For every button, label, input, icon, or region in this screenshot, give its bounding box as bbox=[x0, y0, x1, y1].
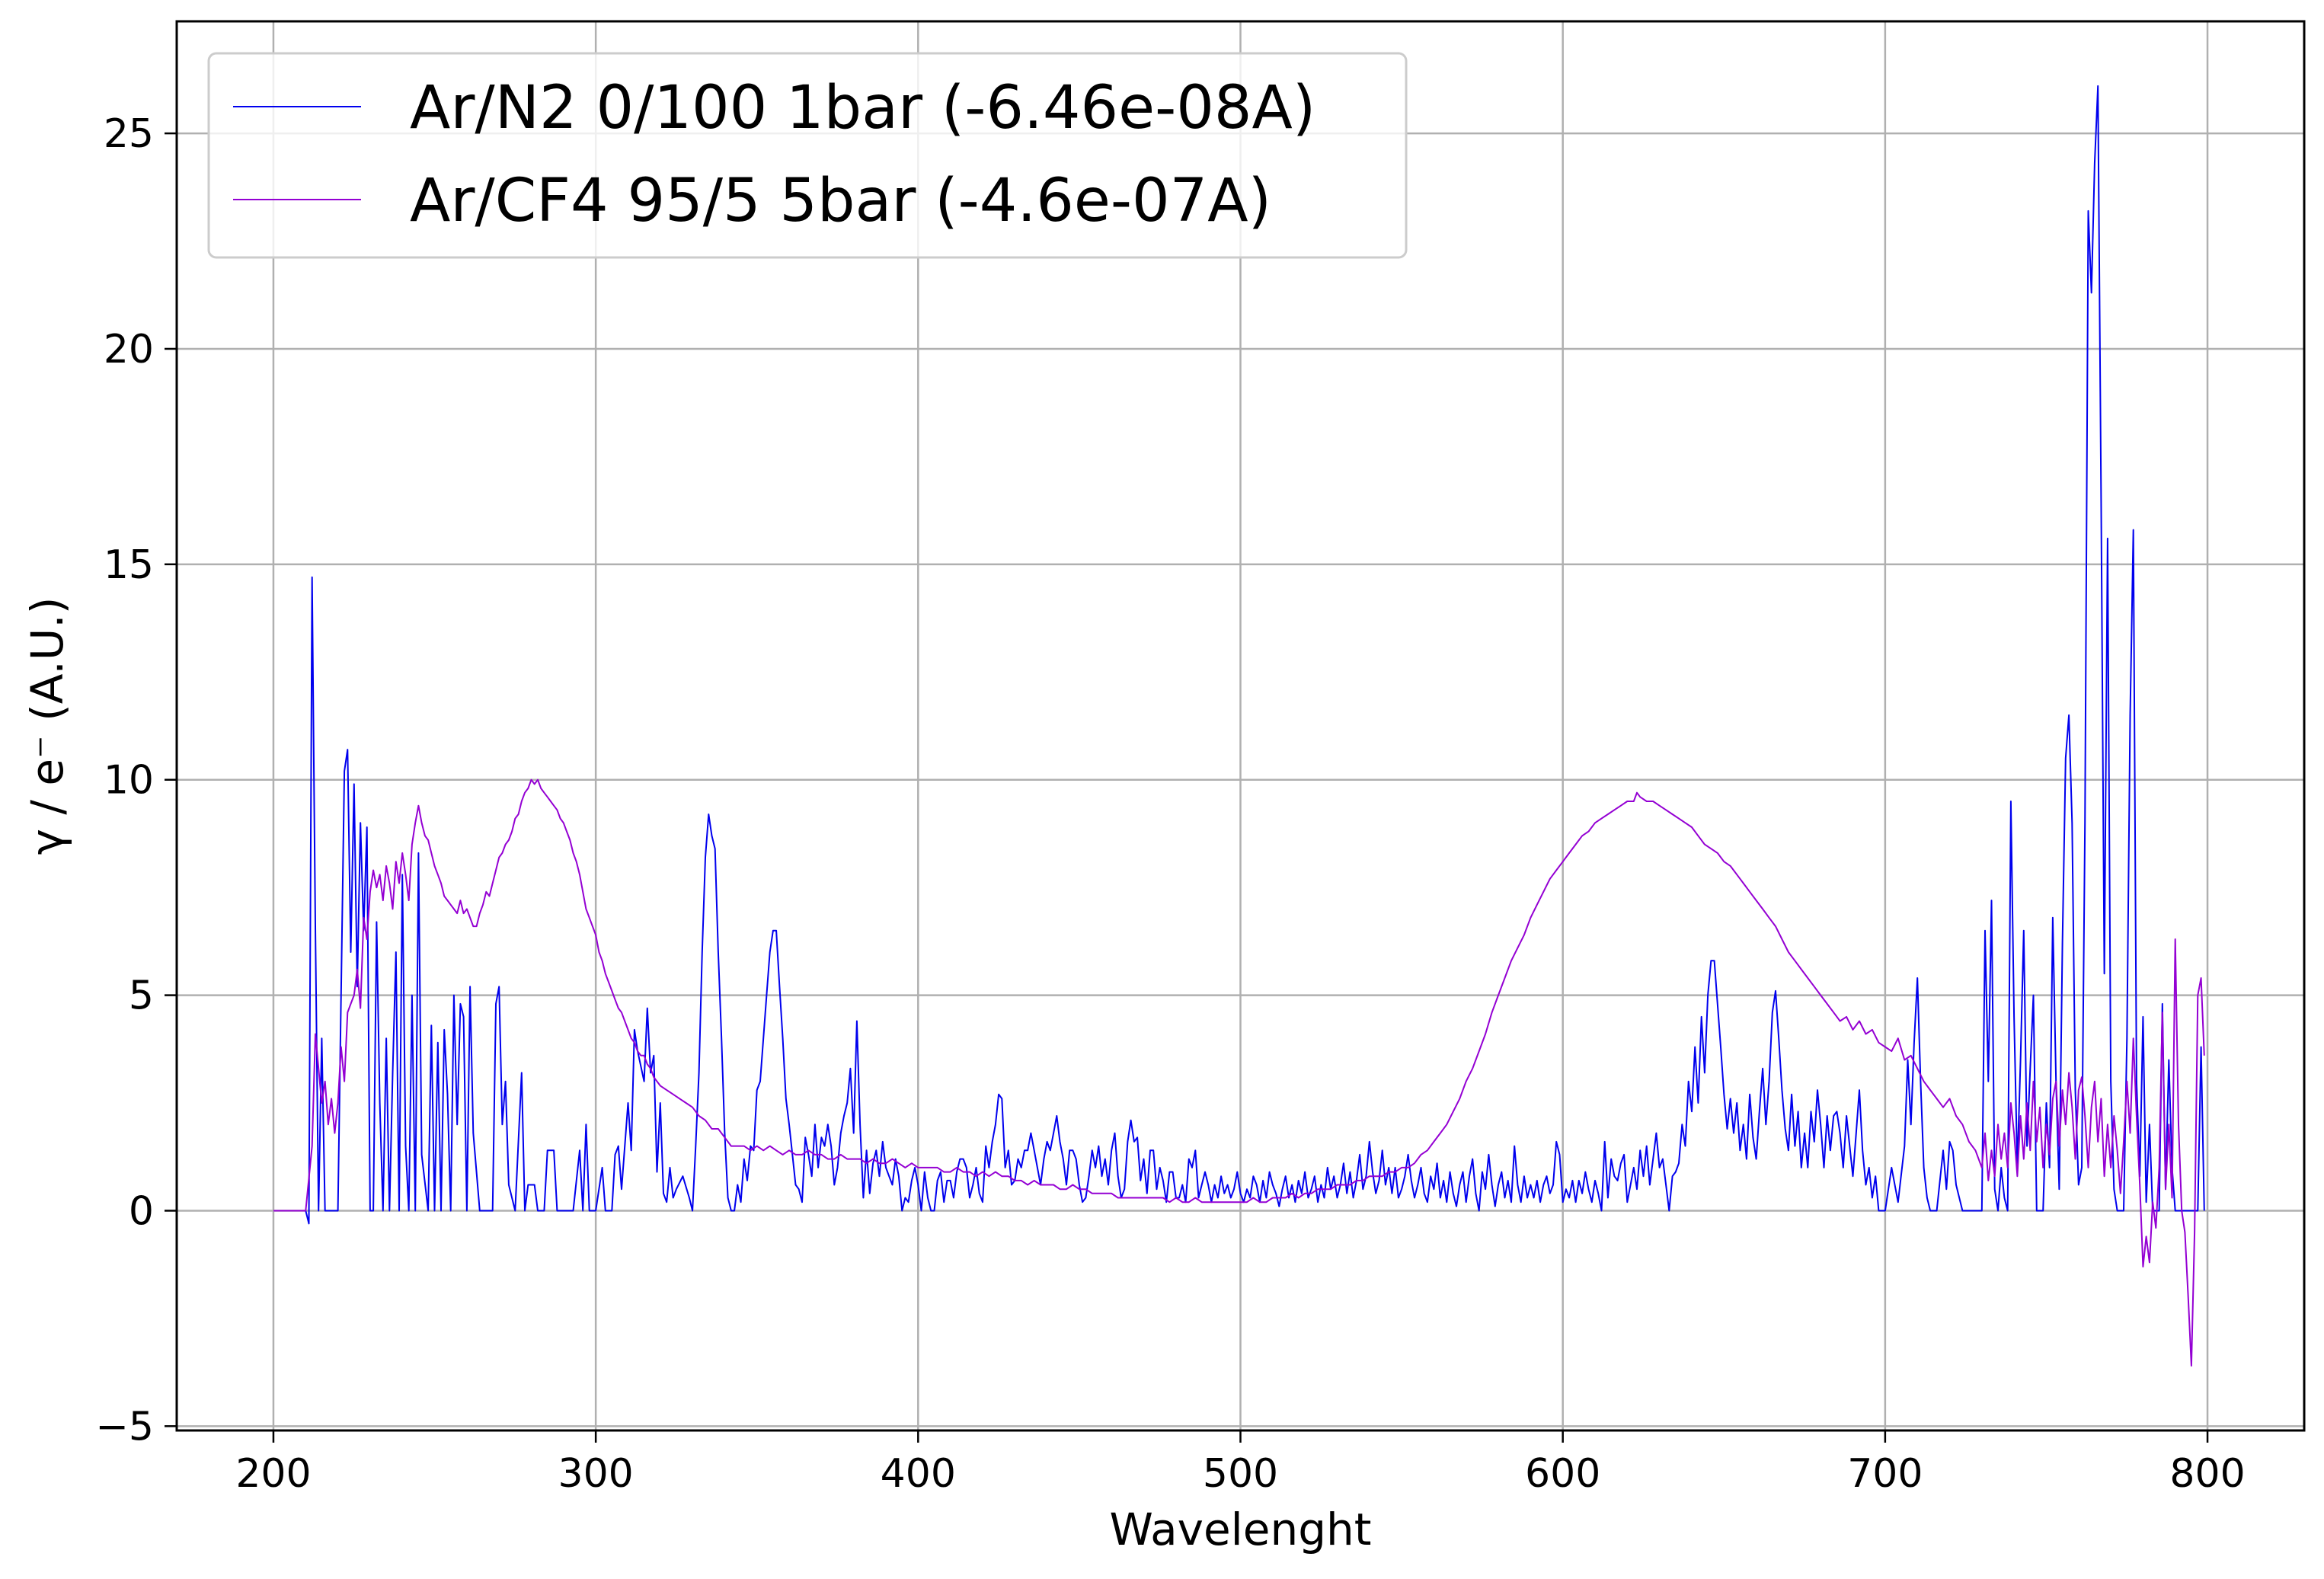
x-axis-title: Wavelenght bbox=[1109, 1504, 1371, 1555]
series-lines bbox=[273, 85, 2205, 1367]
axis-ticks: 200 300 400 500 600 700 800 −5 0 5 10 15 20 25 bbox=[95, 111, 2245, 1497]
y-tick-label: 15 bbox=[104, 542, 154, 588]
x-tick-label: 300 bbox=[558, 1451, 634, 1497]
y-tick-label: 5 bbox=[129, 973, 154, 1019]
x-tick-label: 400 bbox=[881, 1451, 956, 1497]
legend-label-ar-n2: Ar/N2 0/100 1bar (-6.46e-08A) bbox=[410, 74, 1315, 142]
x-tick-label: 600 bbox=[1525, 1451, 1600, 1497]
series-line-1 bbox=[273, 778, 2205, 1367]
x-tick-label: 500 bbox=[1203, 1451, 1278, 1497]
x-tick-label: 200 bbox=[235, 1451, 311, 1497]
legend-box bbox=[207, 52, 1408, 259]
y-tick-label: 0 bbox=[129, 1188, 154, 1234]
y-axis-title: γ / e⁻ (A.U.) bbox=[21, 597, 73, 855]
x-tick-label: 800 bbox=[2169, 1451, 2245, 1497]
series-line-0 bbox=[273, 85, 2205, 1225]
y-tick-label: 25 bbox=[104, 111, 154, 157]
y-tick-label: 10 bbox=[104, 758, 154, 804]
y-tick-label: 20 bbox=[104, 327, 154, 372]
legend-label-ar-cf4: Ar/CF4 95/5 5bar (-4.6e-07A) bbox=[410, 167, 1271, 235]
x-tick-label: 700 bbox=[1847, 1451, 1923, 1497]
legend: Ar/N2 0/100 1bar (-6.46e-08A) Ar/CF4 95/… bbox=[207, 52, 1408, 259]
y-tick-label: −5 bbox=[95, 1404, 154, 1450]
